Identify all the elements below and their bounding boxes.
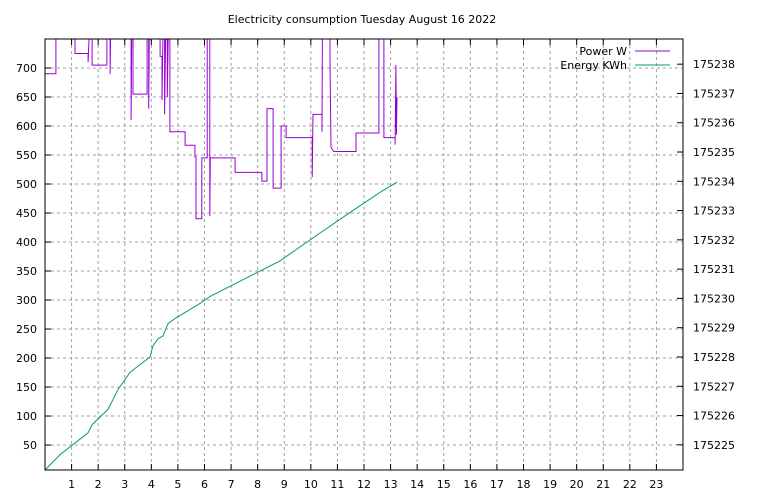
x-tick-label: 2: [95, 478, 102, 491]
x-tick-label: 1: [68, 478, 75, 491]
y2-tick-label: 175227: [693, 380, 735, 393]
ticks: 1 2 3 4 5 6 7 8 9 10 11 12 13 14 15 16 17 18 19 20 21 22 23501…: [16, 39, 735, 491]
y-tick-label: 600: [16, 120, 37, 133]
y-tick-label: 650: [16, 91, 37, 104]
y2-tick-label: 175238: [693, 58, 735, 71]
y2-tick-label: 175237: [693, 87, 735, 100]
y2-tick-label: 175235: [693, 146, 735, 159]
y-tick-label: 100: [16, 410, 37, 423]
series-line-power-w: [45, 39, 398, 220]
x-tick-label: 10: [304, 478, 318, 491]
y2-tick-label: 175236: [693, 117, 735, 130]
x-tick-label: 11: [330, 478, 344, 491]
y-tick-label: 550: [16, 149, 37, 162]
x-tick-label: 8: [254, 478, 261, 491]
series-layer: [45, 39, 398, 470]
x-tick-label: 21: [596, 478, 610, 491]
y-tick-label: 50: [23, 439, 37, 452]
x-tick-label: 16: [463, 478, 477, 491]
y-tick-label: 500: [16, 178, 37, 191]
x-tick-label: 15: [437, 478, 451, 491]
y-tick-label: 450: [16, 207, 37, 220]
legend-label: Power W: [579, 45, 627, 58]
x-tick-label: 7: [228, 478, 235, 491]
y-tick-label: 350: [16, 265, 37, 278]
x-tick-label: 14: [410, 478, 424, 491]
x-tick-label: 19: [543, 478, 557, 491]
x-tick-label: 20: [570, 478, 584, 491]
y-tick-label: 250: [16, 323, 37, 336]
x-tick-label: 3: [121, 478, 128, 491]
y-tick-label: 400: [16, 236, 37, 249]
x-tick-label: 12: [357, 478, 371, 491]
x-tick-label: 22: [623, 478, 637, 491]
y2-tick-label: 175228: [693, 351, 735, 364]
x-tick-label: 4: [148, 478, 155, 491]
y2-tick-label: 175231: [693, 263, 735, 276]
y2-tick-label: 175230: [693, 292, 735, 305]
y-tick-label: 200: [16, 352, 37, 365]
legend-label: Energy KWh: [560, 59, 627, 72]
y2-tick-label: 175234: [693, 175, 735, 188]
y-tick-label: 300: [16, 294, 37, 307]
y2-tick-label: 175233: [693, 205, 735, 218]
y2-tick-label: 175225: [693, 439, 735, 452]
x-tick-label: 9: [281, 478, 288, 491]
x-tick-label: 17: [490, 478, 504, 491]
chart-title: Electricity consumption Tuesday August 1…: [228, 13, 497, 26]
x-tick-label: 13: [384, 478, 398, 491]
x-tick-label: 6: [201, 478, 208, 491]
series-line-energy-kwh: [45, 181, 398, 470]
y-tick-label: 700: [16, 62, 37, 75]
y2-tick-label: 175232: [693, 234, 735, 247]
x-tick-label: 18: [517, 478, 531, 491]
y2-tick-label: 175229: [693, 322, 735, 335]
x-tick-label: 23: [649, 478, 663, 491]
y-tick-label: 150: [16, 381, 37, 394]
y2-tick-label: 175226: [693, 410, 735, 423]
x-tick-label: 5: [174, 478, 181, 491]
grid: [45, 39, 683, 470]
